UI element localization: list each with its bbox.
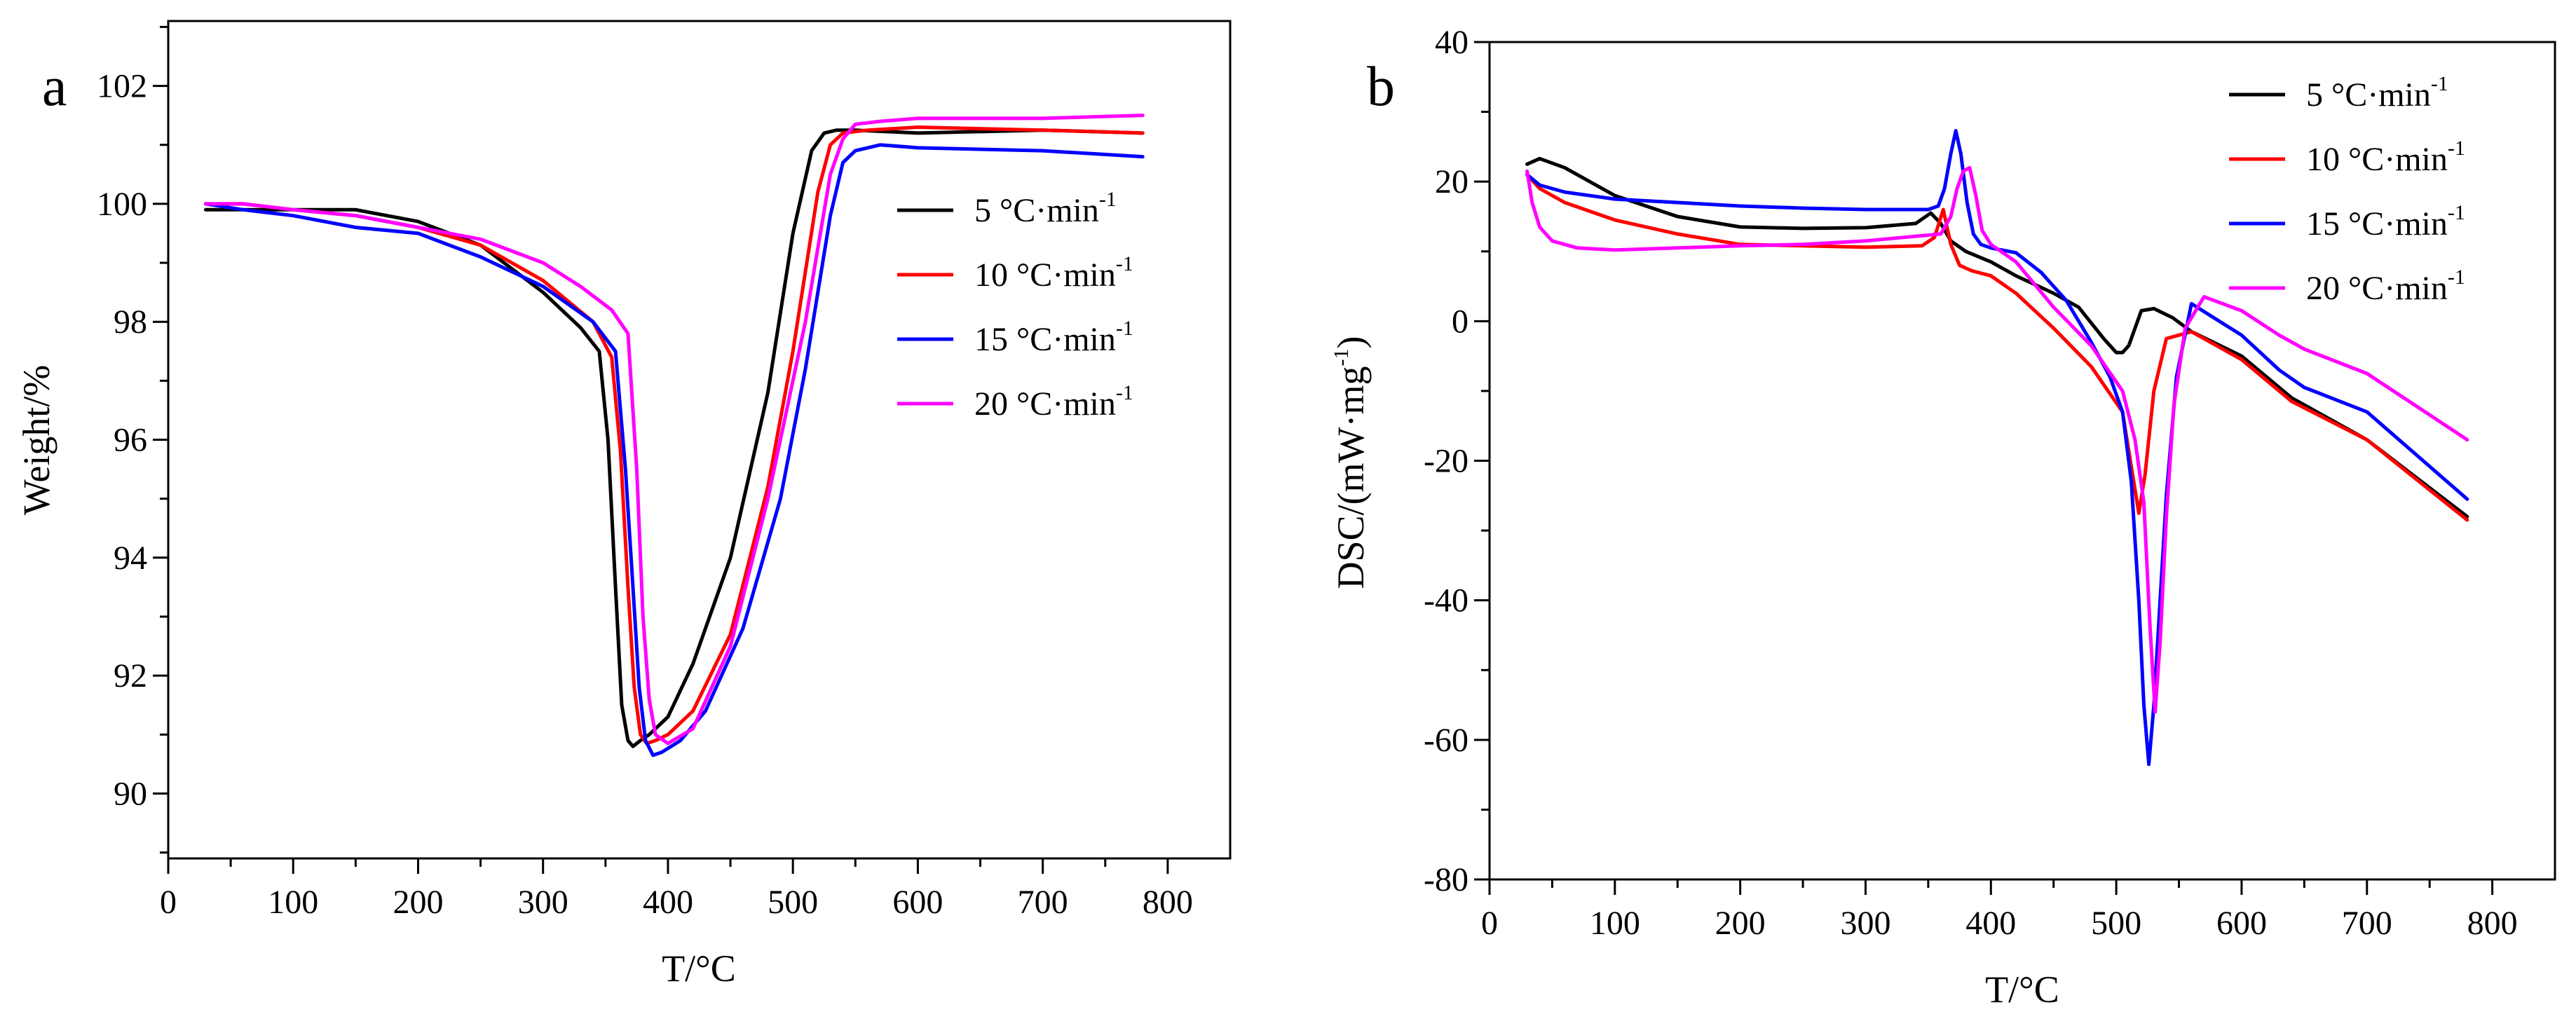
panel-a-weight-chart: 0 100 200 300 400 500 600 700 800 90 92 94 96 98 100 10… bbox=[15, 20, 1232, 989]
x-tick-label-400: 400 bbox=[643, 884, 693, 921]
x-tick-label-100: 100 bbox=[268, 884, 318, 921]
legend-label-text: 5 °C·min bbox=[2306, 76, 2431, 114]
y-tick-label-92: 92 bbox=[114, 657, 147, 694]
legend-label-text: 5 °C·min bbox=[974, 192, 1099, 229]
x-tick-label-500: 500 bbox=[768, 884, 818, 921]
legend-label-text: 20 °C·min bbox=[2306, 270, 2448, 307]
x-tick-label-600: 600 bbox=[892, 884, 943, 921]
y-tick-label-94: 94 bbox=[114, 540, 147, 577]
panel-a-y-axis-title: Weight/% bbox=[15, 365, 57, 516]
panel-b-tick-labels: 0 100 200 300 400 500 600 700 800 -80 -60 -40 -20 0 20… bbox=[1424, 24, 2518, 942]
panel-b-legend-label-2: 10 °C·min-1 bbox=[2306, 137, 2465, 178]
x-tick-label-800: 800 bbox=[2467, 905, 2518, 942]
legend-label-text: 15 °C·min bbox=[2306, 205, 2448, 242]
x-tick-label-200: 200 bbox=[1715, 905, 1766, 942]
x-tick-label-100: 100 bbox=[1590, 905, 1640, 942]
panel-a-series-3-line bbox=[204, 143, 1145, 758]
panel-b-series-2-line bbox=[1525, 172, 2469, 522]
y-tick-label--40: -40 bbox=[1424, 582, 1468, 619]
y-tick-label-20: 20 bbox=[1435, 163, 1468, 200]
legend-label-sup: -1 bbox=[1116, 381, 1133, 404]
legend-label-text: 10 °C·min bbox=[974, 256, 1116, 294]
y-tick-label-0: 0 bbox=[1452, 303, 1468, 340]
panel-a-x-axis-title: T/°C bbox=[662, 947, 736, 989]
x-tick-label-200: 200 bbox=[393, 884, 443, 921]
panel-b-letter: b bbox=[1367, 56, 1395, 118]
legend-label-sup: -1 bbox=[1099, 188, 1117, 211]
panel-b-y-axis-title-sup: -1 bbox=[1330, 348, 1353, 366]
legend-label-text: 10 °C·min bbox=[2306, 141, 2448, 178]
panel-a-series-4-line bbox=[204, 114, 1145, 746]
panel-b-series-4-line bbox=[1525, 165, 2469, 714]
y-tick-label-90: 90 bbox=[114, 775, 147, 812]
y-tick-label--80: -80 bbox=[1424, 861, 1468, 898]
x-tick-label-0: 0 bbox=[160, 884, 177, 921]
legend-label-sup: -1 bbox=[2448, 201, 2465, 224]
x-tick-label-400: 400 bbox=[1965, 905, 2016, 942]
y-tick-label-98: 98 bbox=[114, 303, 147, 341]
panel-a-legend-label-2: 10 °C·min-1 bbox=[974, 252, 1133, 294]
legend-label-sup: -1 bbox=[2448, 266, 2465, 289]
legend-label-text: 20 °C·min bbox=[974, 385, 1116, 423]
x-tick-label-600: 600 bbox=[2216, 905, 2267, 942]
x-tick-label-0: 0 bbox=[1481, 905, 1498, 942]
panel-a-tick-labels: 0 100 200 300 400 500 600 700 800 90 92 94 96 98 100 10… bbox=[97, 68, 1193, 921]
panel-b-y-axis-title-close: ) bbox=[1330, 336, 1372, 349]
y-tick-label-40: 40 bbox=[1435, 24, 1468, 61]
panel-b-legend: 5 °C·min-110 °C·min-115 °C·min-120 °C·mi… bbox=[2229, 72, 2465, 307]
panel-a-legend-label-1: 5 °C·min-1 bbox=[974, 188, 1117, 229]
legend-label-sup: -1 bbox=[1116, 317, 1133, 340]
panel-a-letter: a bbox=[42, 56, 67, 118]
panel-b-x-axis-title: T/°C bbox=[1985, 968, 2059, 1010]
y-tick-label--60: -60 bbox=[1424, 722, 1468, 759]
x-tick-label-500: 500 bbox=[2091, 905, 2141, 942]
legend-label-sup: -1 bbox=[2448, 137, 2465, 160]
x-tick-label-300: 300 bbox=[518, 884, 568, 921]
panel-a-legend-label-4: 20 °C·min-1 bbox=[974, 381, 1133, 423]
y-tick-label--20: -20 bbox=[1424, 443, 1468, 480]
legend-label-sup: -1 bbox=[2431, 72, 2448, 95]
panel-b-y-axis-title-main: DSC/(mW·mg bbox=[1330, 366, 1372, 589]
panel-b-ticks bbox=[1474, 41, 2494, 895]
panel-b-dsc-chart: 0 100 200 300 400 500 600 700 800 -80 -60 -40 -20 0 20… bbox=[1330, 24, 2556, 1010]
panel-b-legend-label-1: 5 °C·min-1 bbox=[2306, 72, 2448, 114]
panel-a-series-group bbox=[204, 114, 1145, 758]
panel-b-y-axis-title: DSC/(mW·mg-1) bbox=[1330, 336, 1372, 589]
legend-label-text: 15 °C·min bbox=[974, 321, 1116, 358]
panel-a-legend-label-3: 15 °C·min-1 bbox=[974, 317, 1133, 358]
y-tick-label-102: 102 bbox=[97, 68, 147, 105]
x-tick-label-300: 300 bbox=[1840, 905, 1890, 942]
panel-a-ticks bbox=[153, 25, 1169, 874]
panel-b-legend-label-4: 20 °C·min-1 bbox=[2306, 266, 2465, 307]
x-tick-label-700: 700 bbox=[1018, 884, 1068, 921]
legend-label-sup: -1 bbox=[1116, 252, 1133, 275]
panel-b-series-group bbox=[1525, 129, 2469, 767]
panel-a-legend: 5 °C·min-110 °C·min-115 °C·min-120 °C·mi… bbox=[897, 188, 1133, 423]
y-tick-label-96: 96 bbox=[114, 422, 147, 459]
panel-b-legend-label-3: 15 °C·min-1 bbox=[2306, 201, 2465, 242]
x-tick-label-800: 800 bbox=[1143, 884, 1193, 921]
y-tick-label-100: 100 bbox=[97, 186, 147, 223]
x-tick-label-700: 700 bbox=[2342, 905, 2392, 942]
